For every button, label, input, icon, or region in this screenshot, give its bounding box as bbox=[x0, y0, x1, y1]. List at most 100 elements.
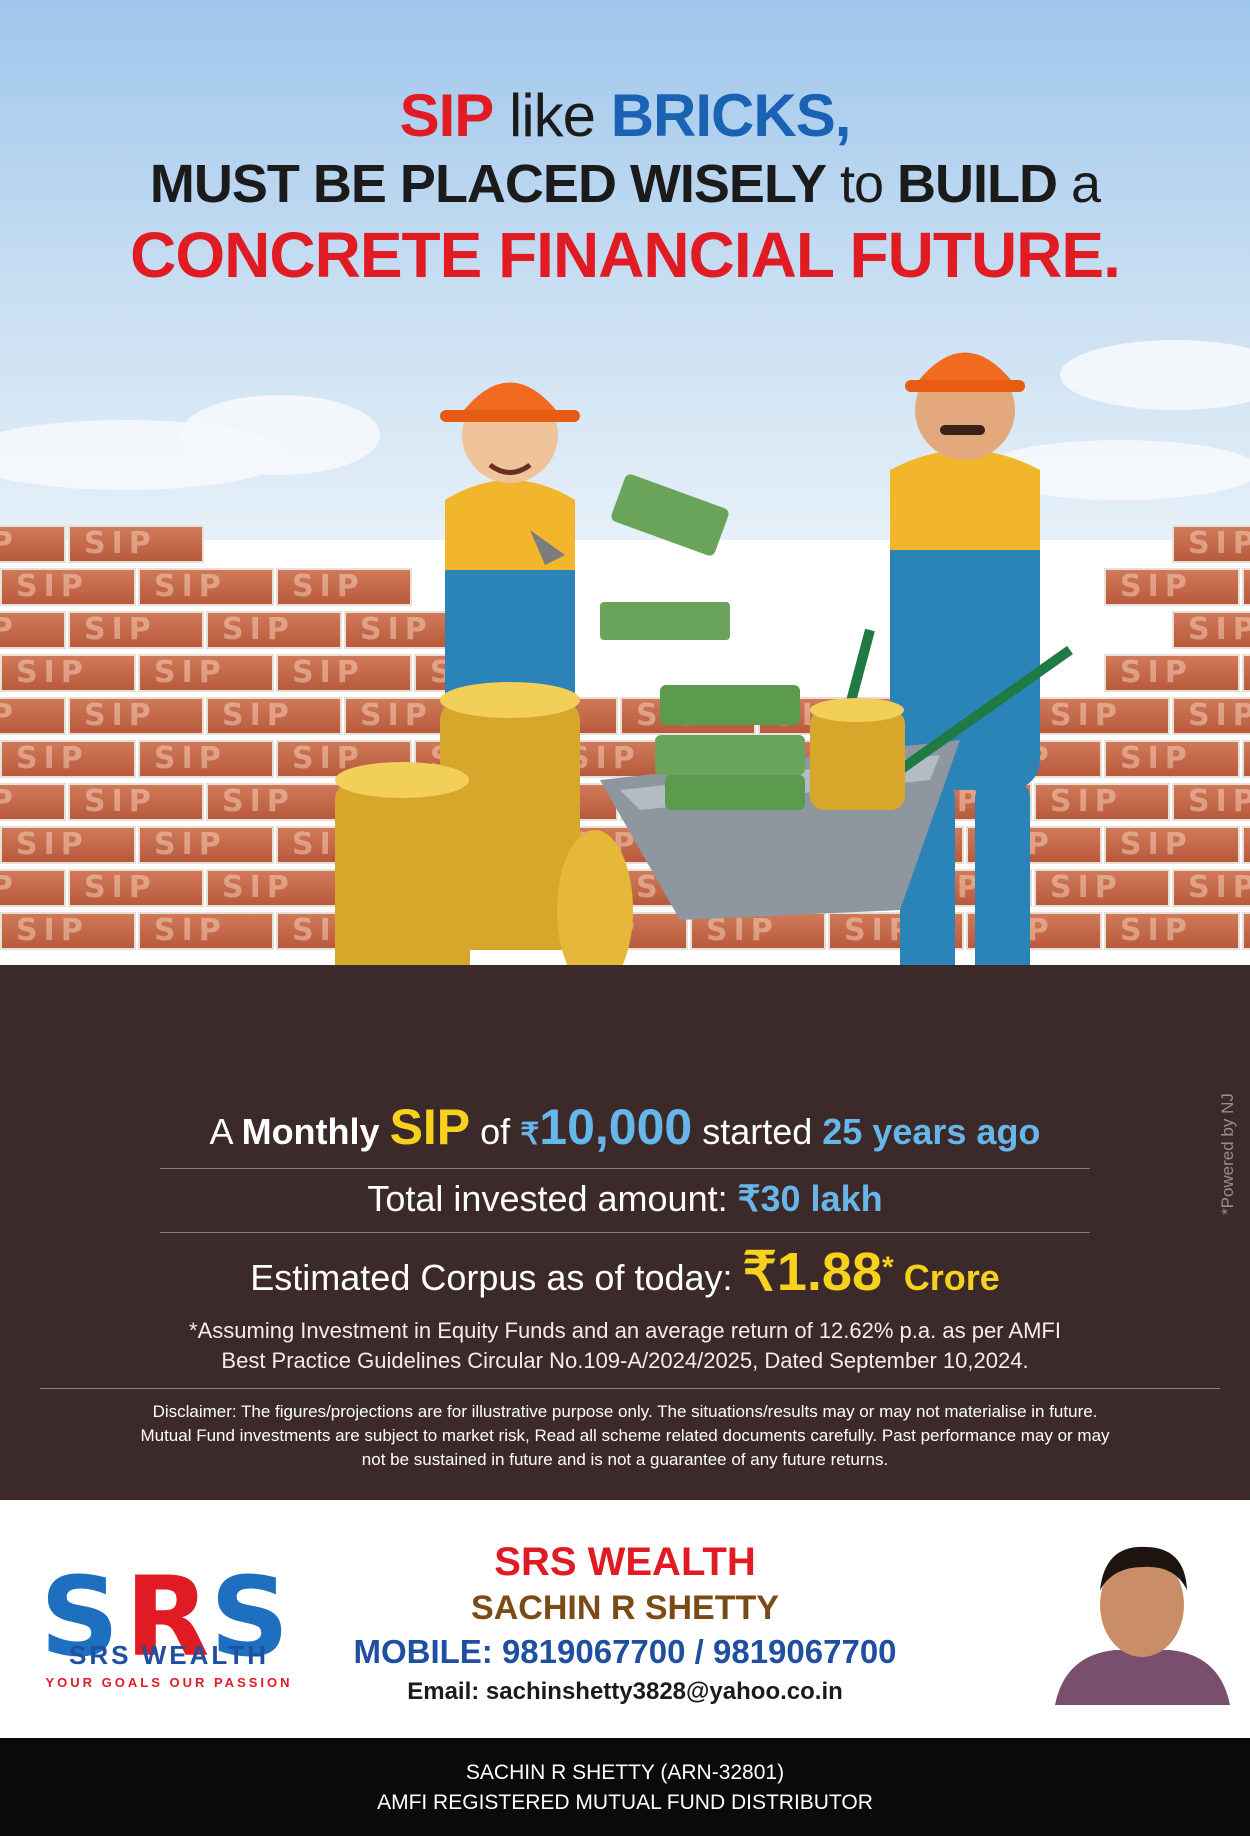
email-address[interactable]: Email: sachinshetty3828@yahoo.co.in bbox=[407, 1678, 843, 1705]
svg-text:S: S bbox=[210, 1553, 289, 1681]
stat-amount: 10,000 bbox=[539, 1099, 693, 1155]
stat-started: started bbox=[692, 1111, 823, 1152]
brick: SIP bbox=[138, 654, 274, 692]
person-name: SACHIN R SHETTY bbox=[471, 1589, 779, 1627]
invested-amount-line: Total invested amount: ₹30 lakh bbox=[0, 1178, 1250, 1220]
brick: SIP bbox=[1172, 869, 1250, 907]
headline: SIP like BRICKS, MUST BE PLACED WISELY t… bbox=[0, 80, 1250, 294]
divider bbox=[160, 1168, 1090, 1169]
firm-name: SRS WEALTH bbox=[494, 1540, 756, 1584]
brick: SIP bbox=[1034, 783, 1170, 821]
brick: SIP bbox=[138, 740, 274, 778]
coin-stacks bbox=[335, 682, 905, 1010]
corpus-label: Estimated Corpus as of today: bbox=[250, 1257, 743, 1298]
svg-text:S: S bbox=[40, 1553, 119, 1681]
money-stack bbox=[600, 602, 730, 640]
invested-value: ₹30 lakh bbox=[737, 1178, 883, 1219]
brick: SIP bbox=[68, 783, 204, 821]
logo-tagline: YOUR GOALS OUR PASSION bbox=[45, 1675, 293, 1690]
headline-build: BUILD bbox=[897, 154, 1058, 214]
contact-section bbox=[0, 1500, 1250, 1738]
brick: SIP bbox=[1242, 912, 1250, 950]
headline-a: a bbox=[1057, 154, 1101, 214]
brick: SIP bbox=[0, 783, 66, 821]
brick: SIP bbox=[276, 654, 412, 692]
brick: SIP bbox=[1172, 611, 1250, 649]
headline-line-1: SIP like BRICKS, bbox=[0, 80, 1250, 152]
brick: SIP bbox=[276, 568, 412, 606]
cloud bbox=[180, 395, 380, 475]
brick: SIP bbox=[1104, 740, 1240, 778]
brick: SIP bbox=[0, 740, 136, 778]
corpus-line: Estimated Corpus as of today: ₹1.88* Cro… bbox=[0, 1240, 1250, 1303]
stat-monthly: Monthly bbox=[241, 1111, 390, 1152]
assumption-note: *Assuming Investment in Equity Funds and… bbox=[0, 1316, 1250, 1376]
powered-by-label: *Powered by NJ bbox=[1218, 1093, 1237, 1215]
worker-left bbox=[440, 382, 729, 740]
brick: SIP bbox=[1172, 697, 1250, 735]
disclaimer-line-1: Disclaimer: The figures/projections are … bbox=[152, 1402, 1098, 1421]
footer-arn: SACHIN R SHETTY (ARN-32801) bbox=[465, 1761, 785, 1784]
headline-line-3: CONCRETE FINANCIAL FUTURE. bbox=[130, 219, 1121, 291]
brick: SIP bbox=[206, 869, 342, 907]
brick: SIP bbox=[138, 568, 274, 606]
sip-summary-line: A Monthly SIP of ₹10,000 started 25 year… bbox=[0, 1098, 1250, 1156]
headline-sip: SIP bbox=[399, 82, 495, 149]
invested-label: Total invested amount: bbox=[367, 1178, 738, 1219]
brick: SIP bbox=[138, 912, 274, 950]
stat-sip: SIP bbox=[389, 1099, 471, 1155]
advisor-photo bbox=[1055, 1535, 1230, 1705]
brick: SIP bbox=[1242, 654, 1250, 692]
headline-bricks: BRICKS, bbox=[610, 82, 852, 149]
mobile-number[interactable]: MOBILE: 9819067700 / 9819067700 bbox=[353, 1633, 897, 1670]
brick: SIP bbox=[206, 783, 342, 821]
divider bbox=[40, 1388, 1220, 1389]
brick: SIP bbox=[206, 697, 342, 735]
brick: SIP bbox=[0, 611, 66, 649]
brick: SIP bbox=[0, 525, 66, 563]
disclaimer-line-2: Mutual Fund investments are subject to m… bbox=[140, 1426, 1110, 1445]
svg-text:R: R bbox=[125, 1553, 210, 1681]
cloud bbox=[1060, 340, 1250, 410]
corpus-unit: Crore bbox=[893, 1257, 1000, 1298]
brick: SIP bbox=[1034, 869, 1170, 907]
corpus-value: ₹1.88 bbox=[742, 1242, 882, 1302]
logo-name: SRS WEALTH bbox=[69, 1640, 269, 1670]
brick: SIP bbox=[1104, 826, 1240, 864]
brick: SIP bbox=[1172, 783, 1250, 821]
brick: SIP bbox=[1104, 912, 1240, 950]
brick: SIP bbox=[1104, 568, 1240, 606]
divider bbox=[160, 1232, 1090, 1233]
brick: SIP bbox=[68, 611, 204, 649]
headline-line-2: MUST BE PLACED WISELY to BUILD a bbox=[0, 152, 1250, 216]
brick: SIP bbox=[1104, 654, 1240, 692]
worker-right bbox=[880, 352, 1060, 1054]
brick: SIP bbox=[138, 826, 274, 864]
headline-to: to bbox=[826, 154, 898, 214]
brick: SIP bbox=[1242, 740, 1250, 778]
brick: SIP bbox=[1172, 525, 1250, 563]
brick: SIP bbox=[1242, 568, 1250, 606]
assumption-line-2: Best Practice Guidelines Circular No.109… bbox=[221, 1348, 1029, 1373]
assumption-line-1: *Assuming Investment in Equity Funds and… bbox=[189, 1318, 1061, 1343]
brick: SIP bbox=[0, 697, 66, 735]
corpus-asterisk: * bbox=[882, 1251, 894, 1284]
brick: SIP bbox=[0, 869, 66, 907]
stat-duration: 25 years ago bbox=[822, 1111, 1041, 1152]
stat-of: of bbox=[470, 1111, 521, 1152]
brick: SIP bbox=[0, 568, 136, 606]
disclaimer-line-3: not be sustained in future and is not a … bbox=[361, 1450, 889, 1469]
contact-details: SRS WEALTH SACHIN R SHETTY MOBILE: 98190… bbox=[330, 1538, 920, 1710]
headline-must-be-placed: MUST BE PLACED WISELY bbox=[149, 154, 827, 214]
brick: SIP bbox=[0, 912, 136, 950]
headline-like: like bbox=[493, 82, 611, 149]
brick: SIP bbox=[206, 611, 342, 649]
rupee-symbol: ₹ bbox=[520, 1118, 540, 1151]
brick: SIP bbox=[0, 826, 136, 864]
srs-logo-icon: S R S bbox=[40, 1553, 289, 1681]
brick: SIP bbox=[68, 525, 204, 563]
brick: SIP bbox=[68, 869, 204, 907]
